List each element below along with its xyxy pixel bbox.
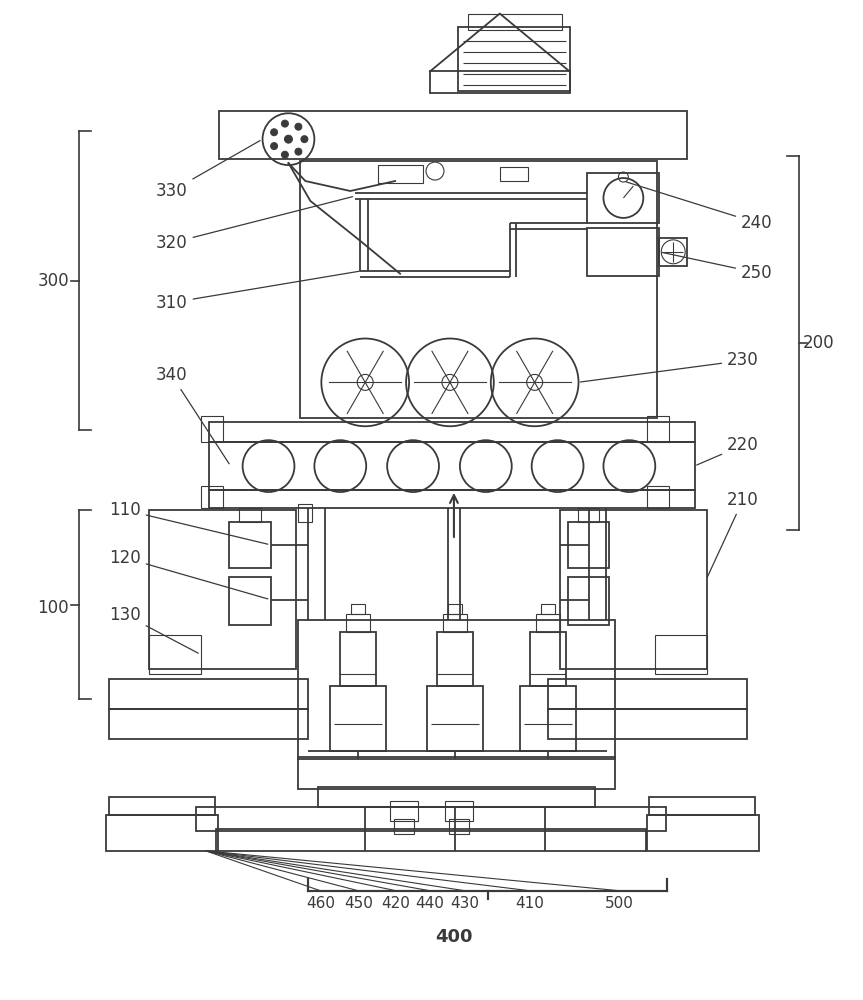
Bar: [229, 577, 270, 625]
Text: 460: 460: [306, 896, 335, 911]
Bar: [659, 238, 687, 266]
Bar: [201, 486, 223, 508]
Bar: [218, 111, 687, 159]
Text: 100: 100: [37, 599, 69, 617]
Bar: [588, 228, 659, 276]
Text: 230: 230: [580, 351, 759, 382]
Circle shape: [526, 374, 543, 390]
Bar: [201, 416, 223, 442]
Bar: [209, 490, 696, 508]
Circle shape: [271, 129, 278, 136]
Bar: [540, 604, 555, 614]
Circle shape: [281, 120, 288, 127]
Bar: [647, 416, 669, 442]
Text: 240: 240: [626, 182, 772, 232]
Text: 130: 130: [109, 606, 198, 653]
Bar: [106, 815, 217, 851]
Bar: [299, 757, 615, 789]
Circle shape: [271, 143, 278, 150]
Bar: [568, 522, 609, 568]
Bar: [209, 442, 696, 490]
Bar: [655, 635, 707, 674]
Bar: [568, 577, 609, 625]
Text: 220: 220: [696, 436, 759, 465]
Circle shape: [295, 123, 302, 130]
Bar: [500, 167, 527, 181]
Bar: [458, 27, 570, 91]
Bar: [318, 787, 595, 807]
Bar: [588, 173, 659, 223]
Bar: [196, 807, 666, 831]
Text: 450: 450: [343, 896, 373, 911]
Text: 410: 410: [515, 896, 544, 911]
Bar: [548, 679, 747, 709]
Bar: [437, 632, 473, 686]
Bar: [300, 161, 658, 418]
Text: 440: 440: [416, 896, 444, 911]
Circle shape: [442, 374, 458, 390]
Bar: [520, 686, 576, 751]
Bar: [331, 686, 386, 751]
Bar: [351, 604, 365, 614]
Text: 420: 420: [381, 896, 411, 911]
Bar: [394, 819, 414, 834]
Bar: [649, 797, 755, 815]
Bar: [449, 819, 469, 834]
Text: 330: 330: [156, 141, 260, 200]
Bar: [647, 815, 759, 851]
Bar: [530, 632, 565, 686]
Bar: [647, 486, 669, 508]
Bar: [468, 14, 562, 30]
Text: 310: 310: [156, 271, 360, 312]
Bar: [299, 620, 615, 759]
Bar: [216, 829, 646, 851]
Bar: [445, 801, 473, 821]
Text: 430: 430: [450, 896, 479, 911]
Bar: [346, 614, 370, 632]
Text: 110: 110: [109, 501, 268, 544]
Circle shape: [295, 148, 302, 155]
Bar: [448, 604, 462, 614]
Bar: [109, 679, 308, 709]
Bar: [340, 632, 376, 686]
Circle shape: [285, 135, 293, 143]
Bar: [536, 614, 559, 632]
Text: 210: 210: [708, 491, 759, 577]
Bar: [239, 508, 261, 522]
Bar: [149, 635, 201, 674]
Text: 500: 500: [605, 896, 633, 911]
Bar: [430, 71, 570, 93]
Text: 300: 300: [37, 272, 69, 290]
Bar: [390, 801, 418, 821]
Text: 340: 340: [156, 366, 230, 464]
Bar: [378, 165, 423, 183]
Text: 320: 320: [156, 197, 353, 252]
Bar: [109, 797, 215, 815]
Bar: [559, 510, 707, 669]
Bar: [209, 422, 696, 442]
Text: 250: 250: [662, 252, 772, 282]
Circle shape: [281, 151, 288, 158]
Bar: [109, 709, 308, 739]
Bar: [149, 510, 296, 669]
Circle shape: [357, 374, 373, 390]
Bar: [577, 508, 600, 522]
Text: 120: 120: [109, 549, 268, 599]
Bar: [427, 686, 482, 751]
Bar: [443, 614, 467, 632]
Circle shape: [301, 136, 308, 143]
Text: 400: 400: [435, 928, 473, 946]
Bar: [229, 522, 270, 568]
Bar: [548, 709, 747, 739]
Text: 200: 200: [803, 334, 835, 352]
Bar: [299, 504, 312, 522]
